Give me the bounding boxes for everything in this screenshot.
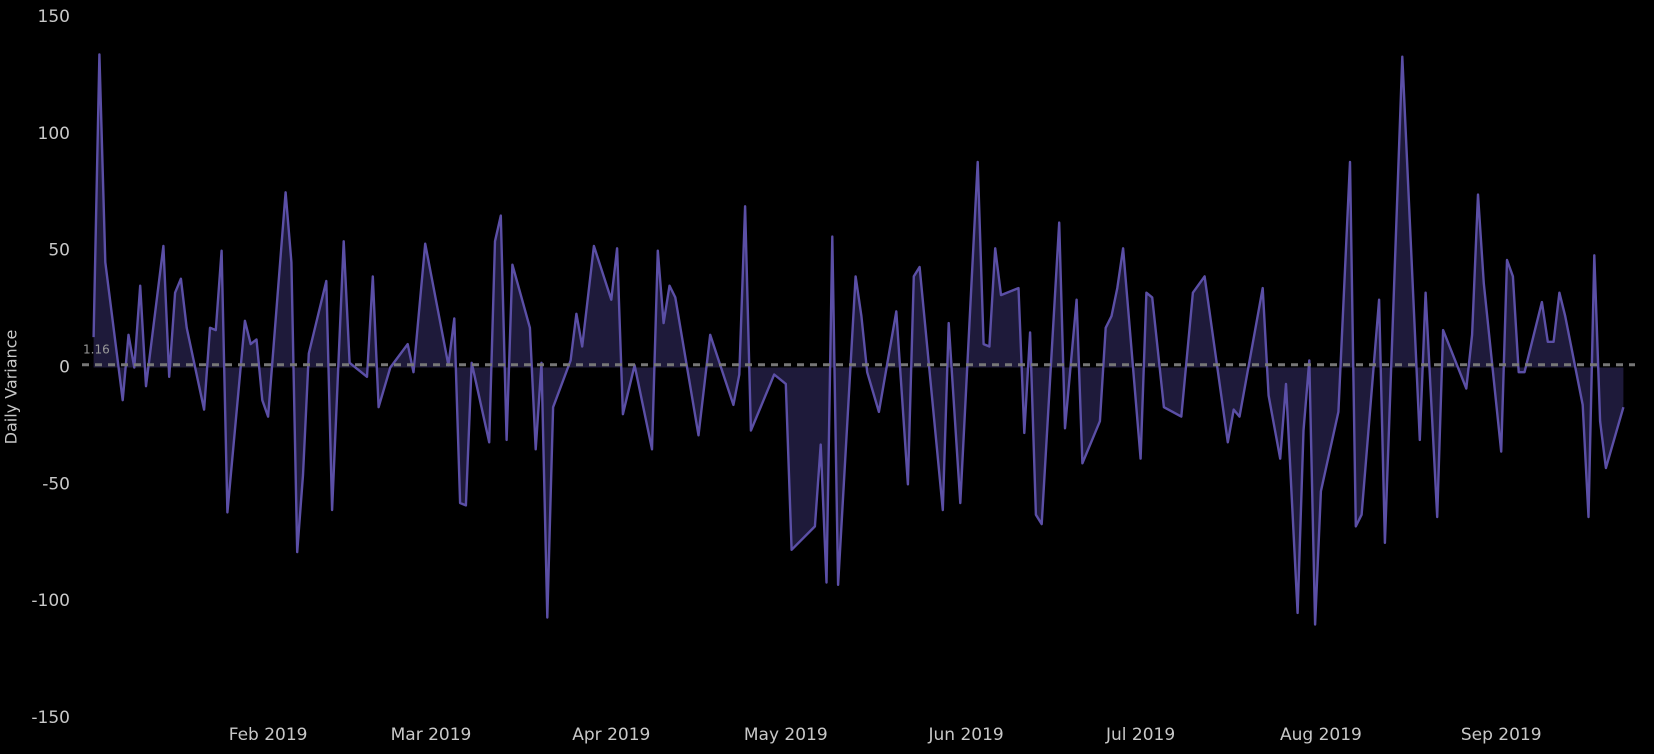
y-tick-label: -150	[31, 708, 70, 728]
x-tick-label: Sep 2019	[1461, 725, 1542, 745]
y-tick-label: -100	[31, 591, 70, 611]
x-tick-label: May 2019	[744, 725, 828, 745]
x-tick-label: Apr 2019	[572, 725, 650, 745]
y-tick-label: -50	[42, 474, 70, 494]
x-tick-label: Aug 2019	[1280, 725, 1362, 745]
y-tick-label: 150	[38, 7, 70, 27]
y-axis-title: Daily Variance	[2, 330, 21, 445]
x-tick-label: Jun 2019	[927, 725, 1003, 745]
x-tick-label: Feb 2019	[229, 725, 308, 745]
line	[92, 53, 1625, 626]
y-tick-label: 50	[48, 241, 70, 261]
reference-label: 1.16	[83, 342, 110, 356]
y-tick-label: 0	[59, 358, 70, 378]
area	[93, 54, 1624, 625]
y-tick-label: 100	[38, 124, 70, 144]
x-tick-label: Jul 2019	[1105, 725, 1175, 745]
x-tick-label: Mar 2019	[391, 725, 472, 745]
